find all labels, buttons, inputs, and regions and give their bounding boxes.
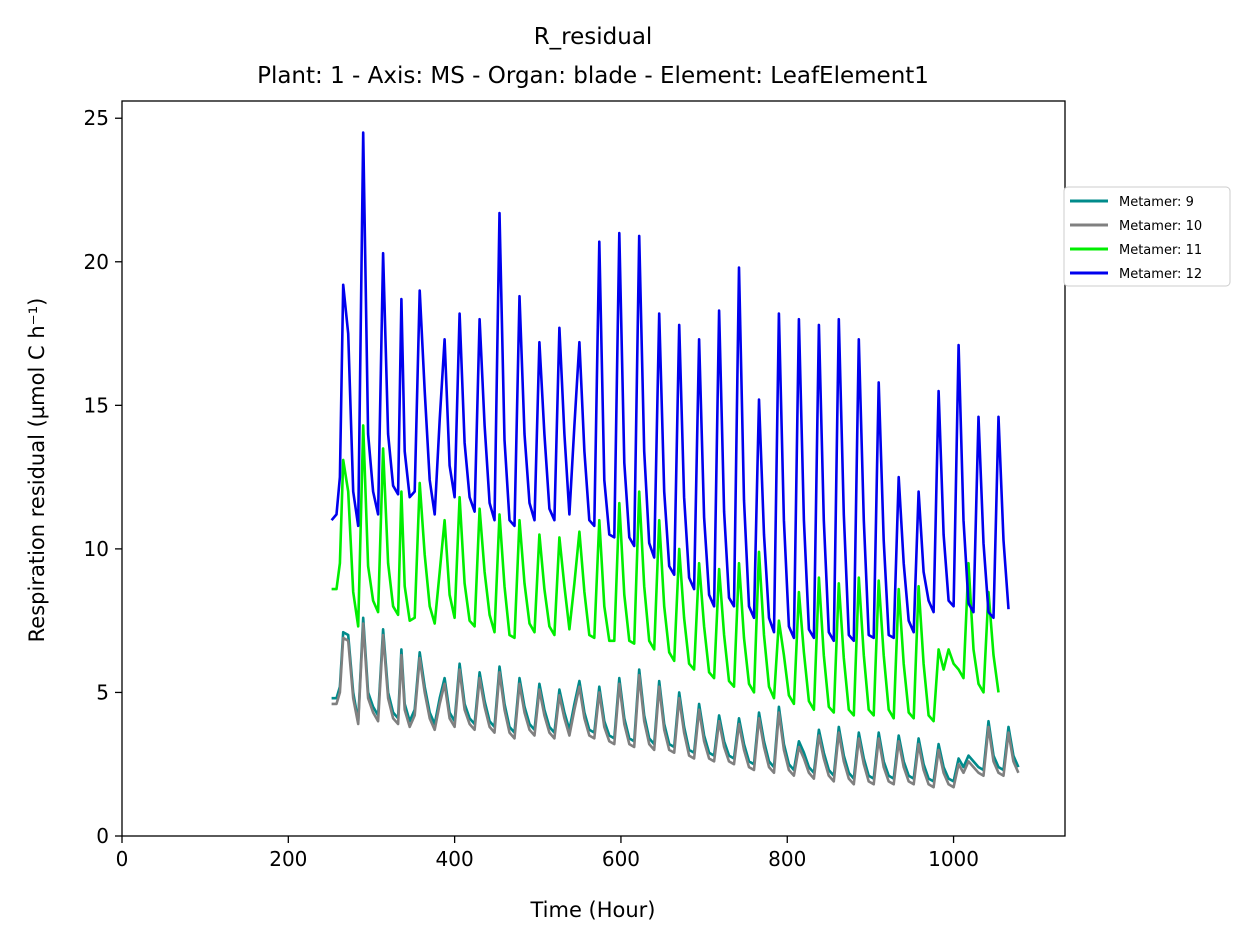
chart-subtitle: Plant: 1 - Axis: MS - Organ: blade - Ele…	[257, 63, 929, 89]
legend: Metamer: 9 Metamer: 10 Metamer: 11 Metamer:…	[1064, 187, 1230, 286]
legend-label-4: Metamer: 12	[1119, 267, 1202, 282]
legend-label-1: Metamer: 9	[1119, 195, 1194, 210]
x-tick-label: 600	[602, 847, 640, 871]
plot-area	[122, 101, 1065, 836]
y-tick-label: 15	[84, 393, 109, 417]
y-tick-label: 20	[84, 250, 109, 274]
legend-label-2: Metamer: 10	[1119, 219, 1202, 234]
legend-label-3: Metamer: 11	[1119, 243, 1202, 258]
y-tick-label: 10	[84, 537, 109, 561]
x-tick-label: 800	[768, 847, 806, 871]
x-axis-label: Time (Hour)	[529, 898, 655, 922]
chart-title: R_residual	[534, 24, 653, 50]
x-axis-ticks: 0 200 400 600 800 1000	[116, 836, 979, 871]
y-tick-label: 0	[96, 824, 109, 848]
x-tick-label: 1000	[928, 847, 979, 871]
y-axis-label: Respiration residual (µmol C h⁻¹)	[25, 298, 49, 643]
y-tick-label: 25	[84, 106, 109, 130]
y-tick-label: 5	[96, 680, 109, 704]
x-tick-label: 0	[116, 847, 129, 871]
x-tick-label: 400	[436, 847, 474, 871]
y-axis-ticks: 0 5 10 15 20 25	[84, 106, 122, 848]
x-tick-label: 200	[269, 847, 307, 871]
